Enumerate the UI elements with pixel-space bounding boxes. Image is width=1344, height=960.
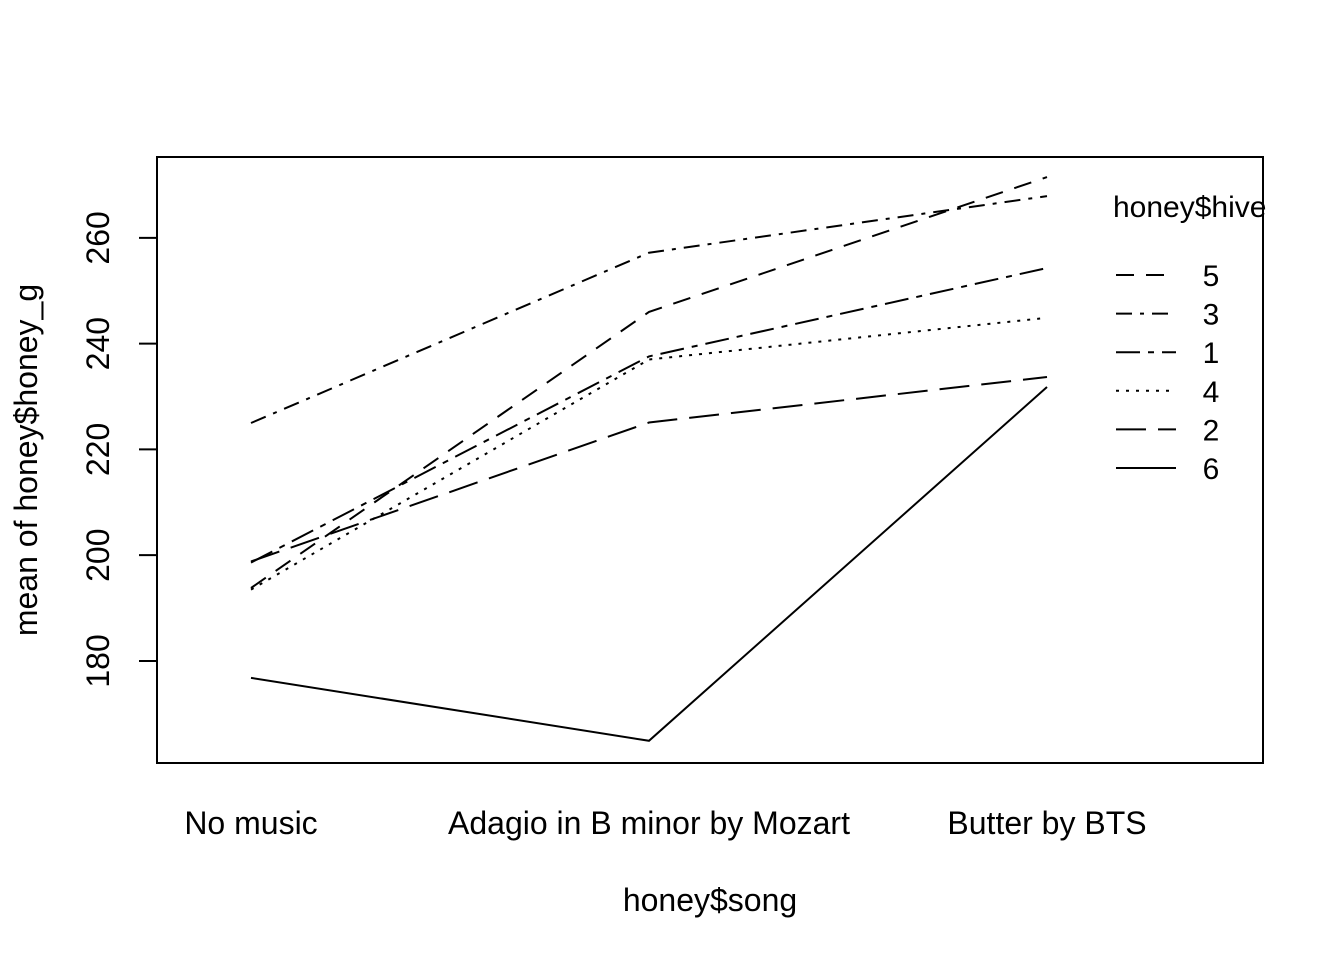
y-tick-label: 220 (80, 423, 116, 476)
legend-label-hive-4: 4 (1203, 376, 1220, 409)
x-category-label: Adagio in B minor by Mozart (448, 805, 850, 841)
y-tick-label: 260 (80, 211, 116, 264)
series-line-hive-4 (250, 316, 1048, 591)
legend-title: honey$hive (1113, 191, 1266, 224)
x-axis-title: honey$song (623, 882, 797, 918)
y-tick-label: 240 (80, 317, 116, 370)
series-line-hive-6 (250, 386, 1048, 742)
legend-label-hive-3: 3 (1203, 299, 1220, 332)
series-lines (250, 176, 1048, 742)
series-line-hive-2 (250, 376, 1048, 563)
y-tick-label: 180 (80, 634, 116, 687)
legend-label-hive-5: 5 (1203, 260, 1220, 293)
series-line-hive-5 (250, 176, 1048, 589)
x-axis-labels: No music Adagio in B minor by Mozart Butte… (184, 805, 1146, 841)
legend-label-hive-2: 2 (1203, 414, 1220, 447)
y-axis: 180 200 220 240 260 (80, 211, 157, 688)
series-line-hive-1 (250, 267, 1048, 564)
y-tick-label: 200 (80, 528, 116, 581)
legend-label-hive-1: 1 (1203, 337, 1220, 370)
legend: honey$hive 5 3 1 4 2 6 (1113, 191, 1266, 486)
series-line-hive-3 (250, 195, 1048, 424)
x-category-label: No music (184, 805, 317, 841)
plot-frame (156, 156, 1264, 764)
y-axis-title: mean of honey$honey_g (8, 284, 44, 636)
legend-label-hive-6: 6 (1203, 453, 1220, 486)
x-category-label: Butter by BTS (947, 805, 1146, 841)
